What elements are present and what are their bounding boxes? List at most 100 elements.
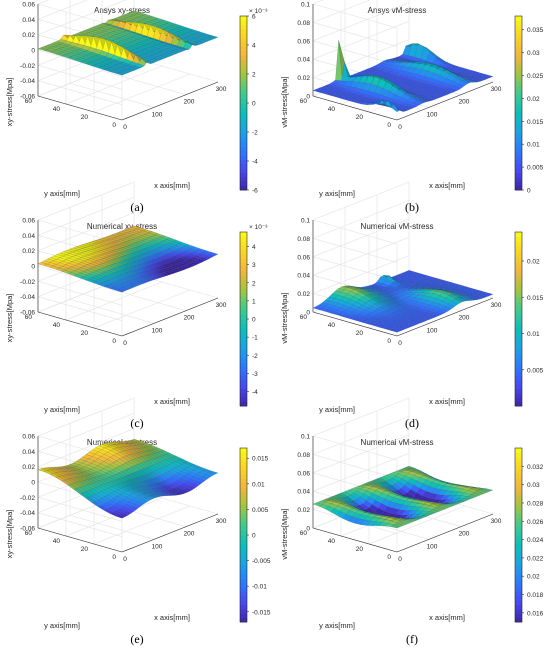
colorbar-swatch bbox=[240, 72, 247, 78]
colorbar-swatch bbox=[240, 504, 247, 510]
z-tick-label: 0.02 bbox=[22, 248, 35, 255]
y-tick-label: 60 bbox=[300, 530, 308, 537]
chart-title: Numerical xy-stress bbox=[87, 222, 157, 231]
colorbar-swatch bbox=[515, 388, 522, 394]
colorbar-swatch bbox=[515, 68, 522, 73]
y-tick-label: 0 bbox=[387, 122, 391, 129]
colorbar-swatch bbox=[240, 232, 247, 237]
colorbar-swatch bbox=[240, 548, 247, 553]
z-tick-label: 0.02 bbox=[297, 75, 310, 82]
colorbar-swatch bbox=[240, 301, 247, 307]
colorbar-swatch bbox=[515, 107, 522, 113]
z-tick-label: 0.04 bbox=[297, 489, 310, 496]
colorbar-swatch bbox=[240, 266, 247, 272]
colorbar-swatch bbox=[515, 362, 522, 368]
x-axis-line bbox=[121, 81, 219, 121]
colorbar-swatch bbox=[240, 569, 247, 575]
colorbar-swatch bbox=[515, 37, 522, 43]
y-tick-label: 60 bbox=[25, 530, 33, 537]
colorbar-swatch bbox=[240, 168, 247, 173]
z-tick-label: -0.02 bbox=[20, 279, 35, 286]
x-axis-line bbox=[121, 297, 219, 337]
colorbar-swatch bbox=[515, 137, 522, 143]
y-tick-label: 0 bbox=[112, 554, 116, 561]
colorbar-swatch bbox=[240, 275, 247, 281]
colorbar-frame bbox=[514, 15, 523, 191]
colorbar-swatch bbox=[515, 94, 522, 100]
colorbar-swatch bbox=[515, 375, 522, 381]
y-tick-label: 40 bbox=[53, 322, 61, 329]
colorbar-swatch bbox=[240, 68, 247, 73]
y-tick-label: 60 bbox=[25, 98, 33, 105]
colorbar-swatch bbox=[240, 401, 247, 407]
colorbar-swatch bbox=[240, 271, 247, 276]
colorbar-swatch bbox=[515, 310, 522, 316]
colorbar-swatch bbox=[240, 240, 247, 246]
colorbar-swatch bbox=[515, 543, 522, 549]
colorbar-swatch bbox=[240, 353, 247, 359]
colorbar-tick-label: -0.015 bbox=[252, 609, 271, 616]
z-tick-label: 0.04 bbox=[297, 273, 310, 280]
colorbar-tick-label: -4 bbox=[252, 159, 258, 166]
colorbar-swatch bbox=[515, 124, 522, 130]
colorbar-swatch bbox=[240, 543, 247, 549]
y-tick-label: 40 bbox=[53, 538, 61, 545]
colorbar-swatch bbox=[240, 176, 247, 182]
y-tick-label: 0 bbox=[387, 338, 391, 345]
colorbar-swatch bbox=[240, 76, 247, 82]
colorbar-swatch bbox=[515, 262, 522, 268]
colorbar-swatch bbox=[240, 253, 247, 259]
z-tick-label: 0 bbox=[306, 526, 310, 533]
colorbar-tick-label: 0.018 bbox=[527, 592, 544, 599]
colorbar-tick-label: -3 bbox=[252, 371, 258, 378]
colorbar-swatch bbox=[240, 358, 247, 363]
colorbar-swatch bbox=[240, 513, 247, 518]
colorbar-swatch bbox=[240, 129, 247, 134]
z-axis-label: vM-stress[Mpa] bbox=[280, 508, 289, 559]
colorbar: -0.015 -0.01 -0.005 0 0.005 0.01 0.015 bbox=[239, 447, 271, 623]
chart-title: Numerical vM-stress bbox=[361, 222, 434, 231]
colorbar-tick-label: -0.01 bbox=[252, 584, 267, 591]
y-tick-label: 20 bbox=[356, 114, 364, 121]
x-tick-label: 200 bbox=[459, 531, 470, 538]
colorbar-swatch bbox=[515, 292, 522, 298]
colorbar-swatch bbox=[240, 305, 247, 311]
colorbar-tick-label: 0.025 bbox=[527, 73, 544, 80]
colorbar-swatch bbox=[515, 103, 522, 108]
colorbar-swatch bbox=[240, 279, 247, 285]
z-tick-label: 0.02 bbox=[22, 464, 35, 471]
colorbar-swatch bbox=[240, 371, 247, 376]
colorbar-swatch bbox=[515, 600, 522, 605]
z-tick-label: 0 bbox=[31, 264, 35, 271]
x-tick-label: 0 bbox=[123, 124, 127, 131]
colorbar-swatch bbox=[515, 146, 522, 152]
colorbar-swatch bbox=[240, 181, 247, 187]
colorbar-swatch bbox=[515, 452, 522, 458]
x-tick-label: 300 bbox=[216, 518, 227, 525]
colorbar-swatch bbox=[515, 461, 522, 466]
colorbar-swatch bbox=[240, 20, 247, 26]
colorbar-swatch bbox=[515, 353, 522, 359]
x-tick-label: 300 bbox=[491, 86, 502, 93]
colorbar-swatch bbox=[515, 288, 522, 294]
colorbar-swatch bbox=[240, 236, 247, 242]
x-axis-line bbox=[121, 513, 219, 553]
y-axis-line bbox=[312, 527, 398, 553]
z-tick-label: 0.06 bbox=[22, 218, 35, 225]
colorbar-swatch bbox=[515, 371, 522, 376]
colorbar-swatch bbox=[515, 240, 522, 246]
colorbar-swatch bbox=[240, 327, 247, 333]
colorbar-swatch bbox=[240, 526, 247, 532]
x-tick-label: 100 bbox=[152, 327, 163, 334]
colorbar-swatch bbox=[240, 297, 247, 302]
colorbar-tick-label: 0.032 bbox=[527, 464, 544, 471]
z-tick-label: 0.02 bbox=[297, 507, 310, 514]
colorbar-swatch bbox=[515, 33, 522, 39]
chart-title: Ansys vM-stress bbox=[368, 6, 427, 15]
z-tick-label: -0.06 bbox=[20, 94, 35, 101]
colorbar-swatch bbox=[515, 159, 522, 165]
colorbar-swatch bbox=[240, 332, 247, 337]
x-axis-label: x axis[mm] bbox=[429, 181, 465, 190]
colorbar-swatch bbox=[240, 120, 247, 126]
colorbar-swatch bbox=[240, 574, 247, 579]
